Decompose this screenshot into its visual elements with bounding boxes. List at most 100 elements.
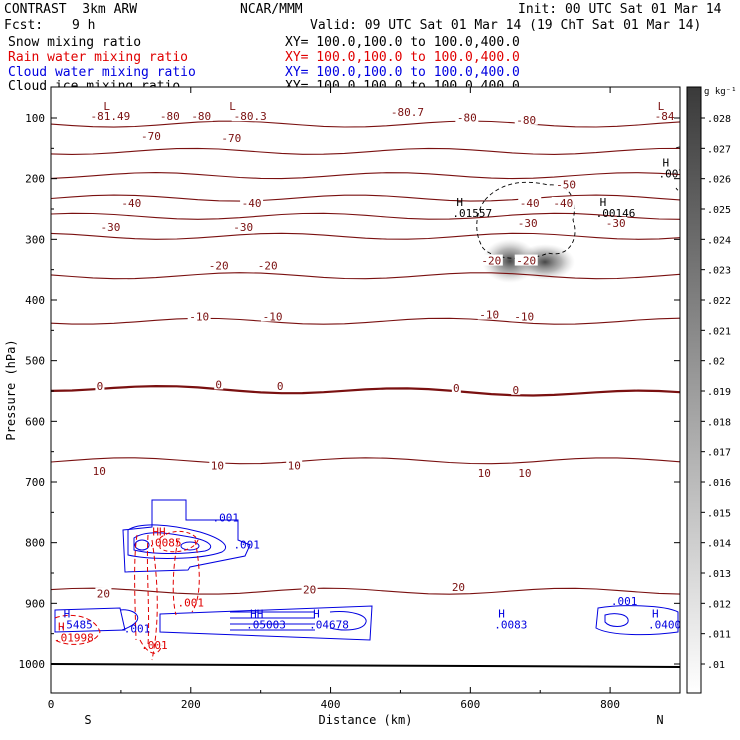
- field-rain-xy: XY= 100.0,100.0 to 100.0,400.0: [285, 50, 520, 65]
- water-contour-lower-east-2: [604, 613, 629, 627]
- temperature-label-bg: [214, 378, 224, 390]
- water-contour-upper-1: [127, 524, 227, 559]
- extremum-value: .0083: [494, 618, 527, 631]
- field-water-xy: XY= 100.0,100.0 to 100.0,400.0: [285, 65, 520, 80]
- temperature-label-bg: [256, 259, 280, 271]
- field-rain-name: Rain water mixing ratio: [8, 50, 189, 65]
- colorbar-tick-label: .024: [707, 235, 731, 246]
- temperature-label-bg: [231, 110, 269, 122]
- field-water-name: Cloud water mixing ratio: [8, 65, 196, 80]
- field-snow-xy: XY= 100.0,100.0 to 100.0,400.0: [285, 35, 520, 50]
- cloud-water-contours: [54, 499, 679, 641]
- x-end-south: S: [84, 713, 91, 727]
- extremum-value: .01998: [54, 632, 94, 645]
- x-tick-label: 800: [600, 698, 620, 711]
- temperature-label: -30: [606, 217, 626, 230]
- colorbar-tick-label: .012: [707, 599, 731, 610]
- y-tick-label: 400: [25, 294, 45, 307]
- colorbar-tick-label: .022: [707, 296, 731, 307]
- rain-contour-e: [191, 539, 200, 613]
- colorbar-tick-label: .015: [707, 508, 731, 519]
- temperature-label-bg: [275, 380, 285, 392]
- temperature-label: -80: [191, 110, 211, 123]
- temperature-label: 10: [93, 465, 106, 478]
- temperature-label-bg: [451, 381, 461, 393]
- temperature-label-bg: [516, 466, 533, 478]
- temperature-label: -70: [221, 132, 241, 145]
- x-axis-label: Distance (km): [319, 713, 413, 727]
- rain-label: .001: [141, 639, 168, 652]
- extremum-marker: H: [498, 607, 505, 620]
- temperature-contour: [51, 317, 680, 325]
- temperature-label-bg: [450, 580, 467, 592]
- water-contour-upper-outer: [122, 499, 251, 573]
- colorbar: g kg⁻¹ .01.011.012.013.014.015.016.017.0…: [686, 86, 737, 694]
- temperature-label: 20: [97, 588, 110, 601]
- temperature-label-bg: [98, 221, 122, 233]
- rain-label: .001: [178, 596, 205, 609]
- water-contour-lower-east: [595, 605, 679, 636]
- colorbar-tick-label: .01: [707, 660, 725, 671]
- extremum-marker: H: [600, 196, 607, 209]
- temperature-label: 0: [277, 380, 284, 393]
- ice-contour-outer: [476, 181, 576, 259]
- temperature-label: 0: [215, 378, 222, 391]
- temperature-label: 20: [452, 581, 465, 594]
- temperature-label: -20: [516, 255, 536, 268]
- ground-line: [50, 663, 681, 668]
- x-tick-label: 200: [181, 698, 201, 711]
- extremum-marker: L: [103, 100, 110, 113]
- temperature-label: -84: [655, 110, 675, 123]
- y-tick-label: 800: [25, 537, 45, 550]
- water-contour-upper-2: [133, 532, 212, 555]
- temperature-contour: [51, 212, 680, 220]
- extremum-marker: H: [313, 607, 320, 620]
- temperature-label-bg: [209, 459, 226, 471]
- temperature-label-bg: [514, 254, 538, 266]
- temperature-label: 0: [512, 384, 519, 397]
- temperature-label-bg: [88, 110, 133, 122]
- y-tick-label: 100: [25, 112, 45, 125]
- extremum-marker: H: [58, 621, 65, 634]
- temperature-label-bg: [604, 216, 628, 228]
- colorbar-tick-label: .018: [707, 417, 731, 428]
- temperature-contour: [51, 457, 680, 465]
- cloud-ice-contours: [476, 146, 680, 259]
- temperature-label-bg: [477, 308, 501, 320]
- model-title: CONTRAST 3km ARW: [4, 2, 138, 17]
- colorbar-tick-label: .026: [707, 175, 731, 186]
- temperature-label: 0: [453, 382, 460, 395]
- extremum-marker: L: [658, 100, 665, 113]
- rain-water-contours: [54, 531, 200, 661]
- temperature-label: -40: [121, 197, 141, 210]
- water-contour-lower-west-2: [119, 609, 139, 631]
- temperature-label: -80: [516, 114, 536, 127]
- rain-contour-b: [146, 534, 150, 646]
- extremum-marker: H: [652, 607, 659, 620]
- water-label: .001: [233, 539, 260, 552]
- colorbar-tick-label: .019: [707, 387, 731, 398]
- contour-labels: -81.49 -80 -80 -80.3 -80.7 -80 -80 -84 -70 -70 -50…: [54, 100, 680, 652]
- water-label: .001: [124, 622, 151, 635]
- extremum-marker: L: [229, 100, 236, 113]
- temperature-label-bg: [91, 465, 108, 477]
- temperature-label-bg: [95, 380, 105, 392]
- y-tick-label: 600: [25, 415, 45, 428]
- temperature-label-bg: [512, 310, 536, 322]
- x-end-north: N: [656, 713, 663, 727]
- temperature-label: -10: [514, 310, 534, 323]
- extremum-value: .00146: [596, 207, 636, 220]
- rain-contour-c: [151, 539, 158, 661]
- x-tick-label: 0: [48, 698, 55, 711]
- temperature-label: -40: [242, 197, 262, 210]
- forecast-hour: 9 h: [72, 18, 96, 33]
- extremum-marker: H: [64, 607, 71, 620]
- y-tick-label: 700: [25, 476, 45, 489]
- temperature-label: -10: [189, 310, 209, 323]
- temperature-contour: [51, 147, 680, 155]
- water-label: .001: [212, 511, 239, 524]
- plot-frame: [50, 86, 681, 694]
- temperature-label: -80.3: [234, 110, 267, 123]
- temperature-label: -10: [263, 310, 283, 323]
- rain-contour-d: [172, 539, 179, 616]
